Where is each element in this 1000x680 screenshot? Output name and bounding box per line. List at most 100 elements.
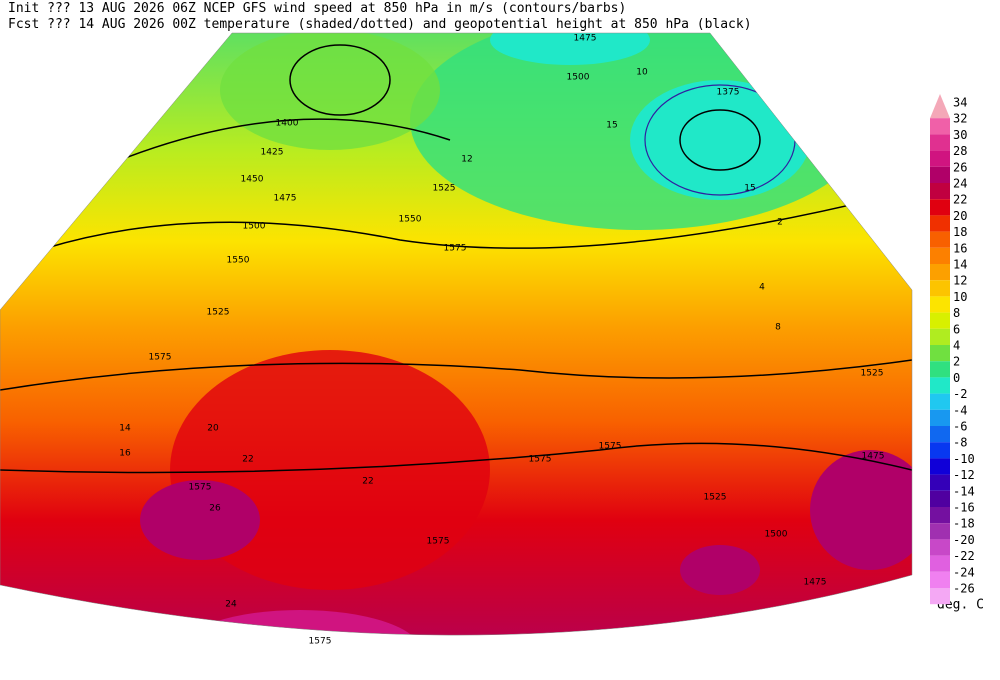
contour-label: 1575 xyxy=(529,455,552,465)
colorbar-label: 28 xyxy=(953,144,967,158)
contour-label: 22 xyxy=(362,477,373,487)
colorbar-box xyxy=(930,231,950,248)
colorbar-label: 26 xyxy=(953,160,967,174)
colorbar-label: 4 xyxy=(953,339,960,353)
contour-label: 1575 xyxy=(444,244,467,254)
header-line: Init ??? 13 AUG 2026 06Z NCEP GFS wind s… xyxy=(8,1,626,16)
colorbar-box xyxy=(930,150,950,167)
colorbar-box xyxy=(930,377,950,394)
colorbar-label: 10 xyxy=(953,290,967,304)
contour-label: 2 xyxy=(777,218,783,228)
colorbar-label: -24 xyxy=(953,565,975,579)
contour-label: 1550 xyxy=(399,215,422,225)
colorbar-box xyxy=(930,555,950,572)
contour-label: 1400 xyxy=(276,119,299,129)
colorbar-box xyxy=(930,571,950,588)
colorbar-box xyxy=(930,507,950,524)
colorbar-label: 18 xyxy=(953,225,967,239)
contour-label: 1575 xyxy=(427,537,450,547)
colorbar-label: -8 xyxy=(953,436,967,450)
contour-label: 1375 xyxy=(717,88,740,98)
colorbar-box xyxy=(930,166,950,183)
colorbar-box xyxy=(930,280,950,297)
colorbar-box xyxy=(930,199,950,216)
contour-label: 1575 xyxy=(309,637,332,647)
contour-label: 15 xyxy=(744,184,755,194)
colorbar-box xyxy=(930,458,950,475)
map-labels: 1475 1500 1375 1400 1425 1450 1475 1500 1525 1550… xyxy=(119,34,884,647)
contour-label: 1475 xyxy=(274,194,297,204)
contour-label: 22 xyxy=(242,455,253,465)
colorbar-label: 30 xyxy=(953,128,967,142)
contour-label: 16 xyxy=(119,449,131,459)
contour-label: 1525 xyxy=(704,493,727,503)
contour-label: 1475 xyxy=(862,452,885,462)
colorbar-label: 0 xyxy=(953,371,960,385)
colorbar-label: -18 xyxy=(953,517,975,531)
contour-label: 1475 xyxy=(804,578,827,588)
colorbar-box xyxy=(930,118,950,135)
colorbar-box xyxy=(930,474,950,491)
colorbar-label: -20 xyxy=(953,533,975,547)
colorbar-box xyxy=(930,296,950,313)
colorbar-box xyxy=(930,409,950,426)
contour-label: 1550 xyxy=(227,256,250,266)
colorbar-label: 32 xyxy=(953,112,967,126)
colorbar-box xyxy=(930,183,950,200)
colorbar-box xyxy=(930,442,950,459)
colorbar: 3432302826242220181614121086420-2-4-6-8-… xyxy=(930,94,975,605)
colorbar-box xyxy=(930,361,950,378)
contour-label: 20 xyxy=(207,424,219,434)
contour-label: 1525 xyxy=(861,369,884,379)
colorbar-box xyxy=(930,215,950,232)
contour-label: 15 xyxy=(606,121,617,131)
contour-label: 1500 xyxy=(243,222,266,232)
contour-label: 24 xyxy=(225,600,237,610)
colorbar-box xyxy=(930,426,950,443)
colorbar-label: -14 xyxy=(953,484,975,498)
contour-label: 1500 xyxy=(567,73,590,83)
contour-label: 1450 xyxy=(241,175,264,185)
colorbar-label: -26 xyxy=(953,582,975,596)
colorbar-label: -4 xyxy=(953,403,967,417)
colorbar-label: -12 xyxy=(953,468,975,482)
colorbar-label: 8 xyxy=(953,306,960,320)
colorbar-label: 16 xyxy=(953,241,967,255)
contour-label: 4 xyxy=(759,283,765,293)
colorbar-box xyxy=(930,523,950,540)
contour-label: 10 xyxy=(636,68,648,78)
colorbar-box xyxy=(930,247,950,264)
colorbar-label: 14 xyxy=(953,258,967,272)
contour-label: 1575 xyxy=(599,442,622,452)
colorbar-box xyxy=(930,539,950,556)
contour-label: 1425 xyxy=(261,148,284,158)
colorbar-label: -2 xyxy=(953,387,967,401)
header-line: Fcst ??? 14 AUG 2026 00Z temperature (sh… xyxy=(8,17,752,32)
colorbar-box xyxy=(930,312,950,329)
contour-label: 1500 xyxy=(765,530,788,540)
colorbar-box xyxy=(930,588,950,605)
colorbar-label: -22 xyxy=(953,549,975,563)
contour-label: 1525 xyxy=(433,184,456,194)
colorbar-box xyxy=(930,134,950,151)
contour-label: 8 xyxy=(775,323,781,333)
contour-label: 1525 xyxy=(207,308,230,318)
contour-label: 1475 xyxy=(574,34,597,44)
colorbar-arrow xyxy=(930,94,950,119)
colorbar-box xyxy=(930,393,950,410)
colorbar-label: 34 xyxy=(953,96,967,110)
contour-label: 1575 xyxy=(189,483,212,493)
colorbar-box xyxy=(930,490,950,507)
colorbar-label: 2 xyxy=(953,355,960,369)
colorbar-box xyxy=(930,264,950,281)
contour-label: 1575 xyxy=(149,353,172,363)
contour-label: 12 xyxy=(461,155,472,165)
colorbar-box xyxy=(930,345,950,362)
colorbar-label: 12 xyxy=(953,274,967,288)
colorbar-label: -6 xyxy=(953,420,967,434)
colorbar-label: 20 xyxy=(953,209,967,223)
colorbar-label: -16 xyxy=(953,501,975,515)
colorbar-label: 22 xyxy=(953,193,967,207)
